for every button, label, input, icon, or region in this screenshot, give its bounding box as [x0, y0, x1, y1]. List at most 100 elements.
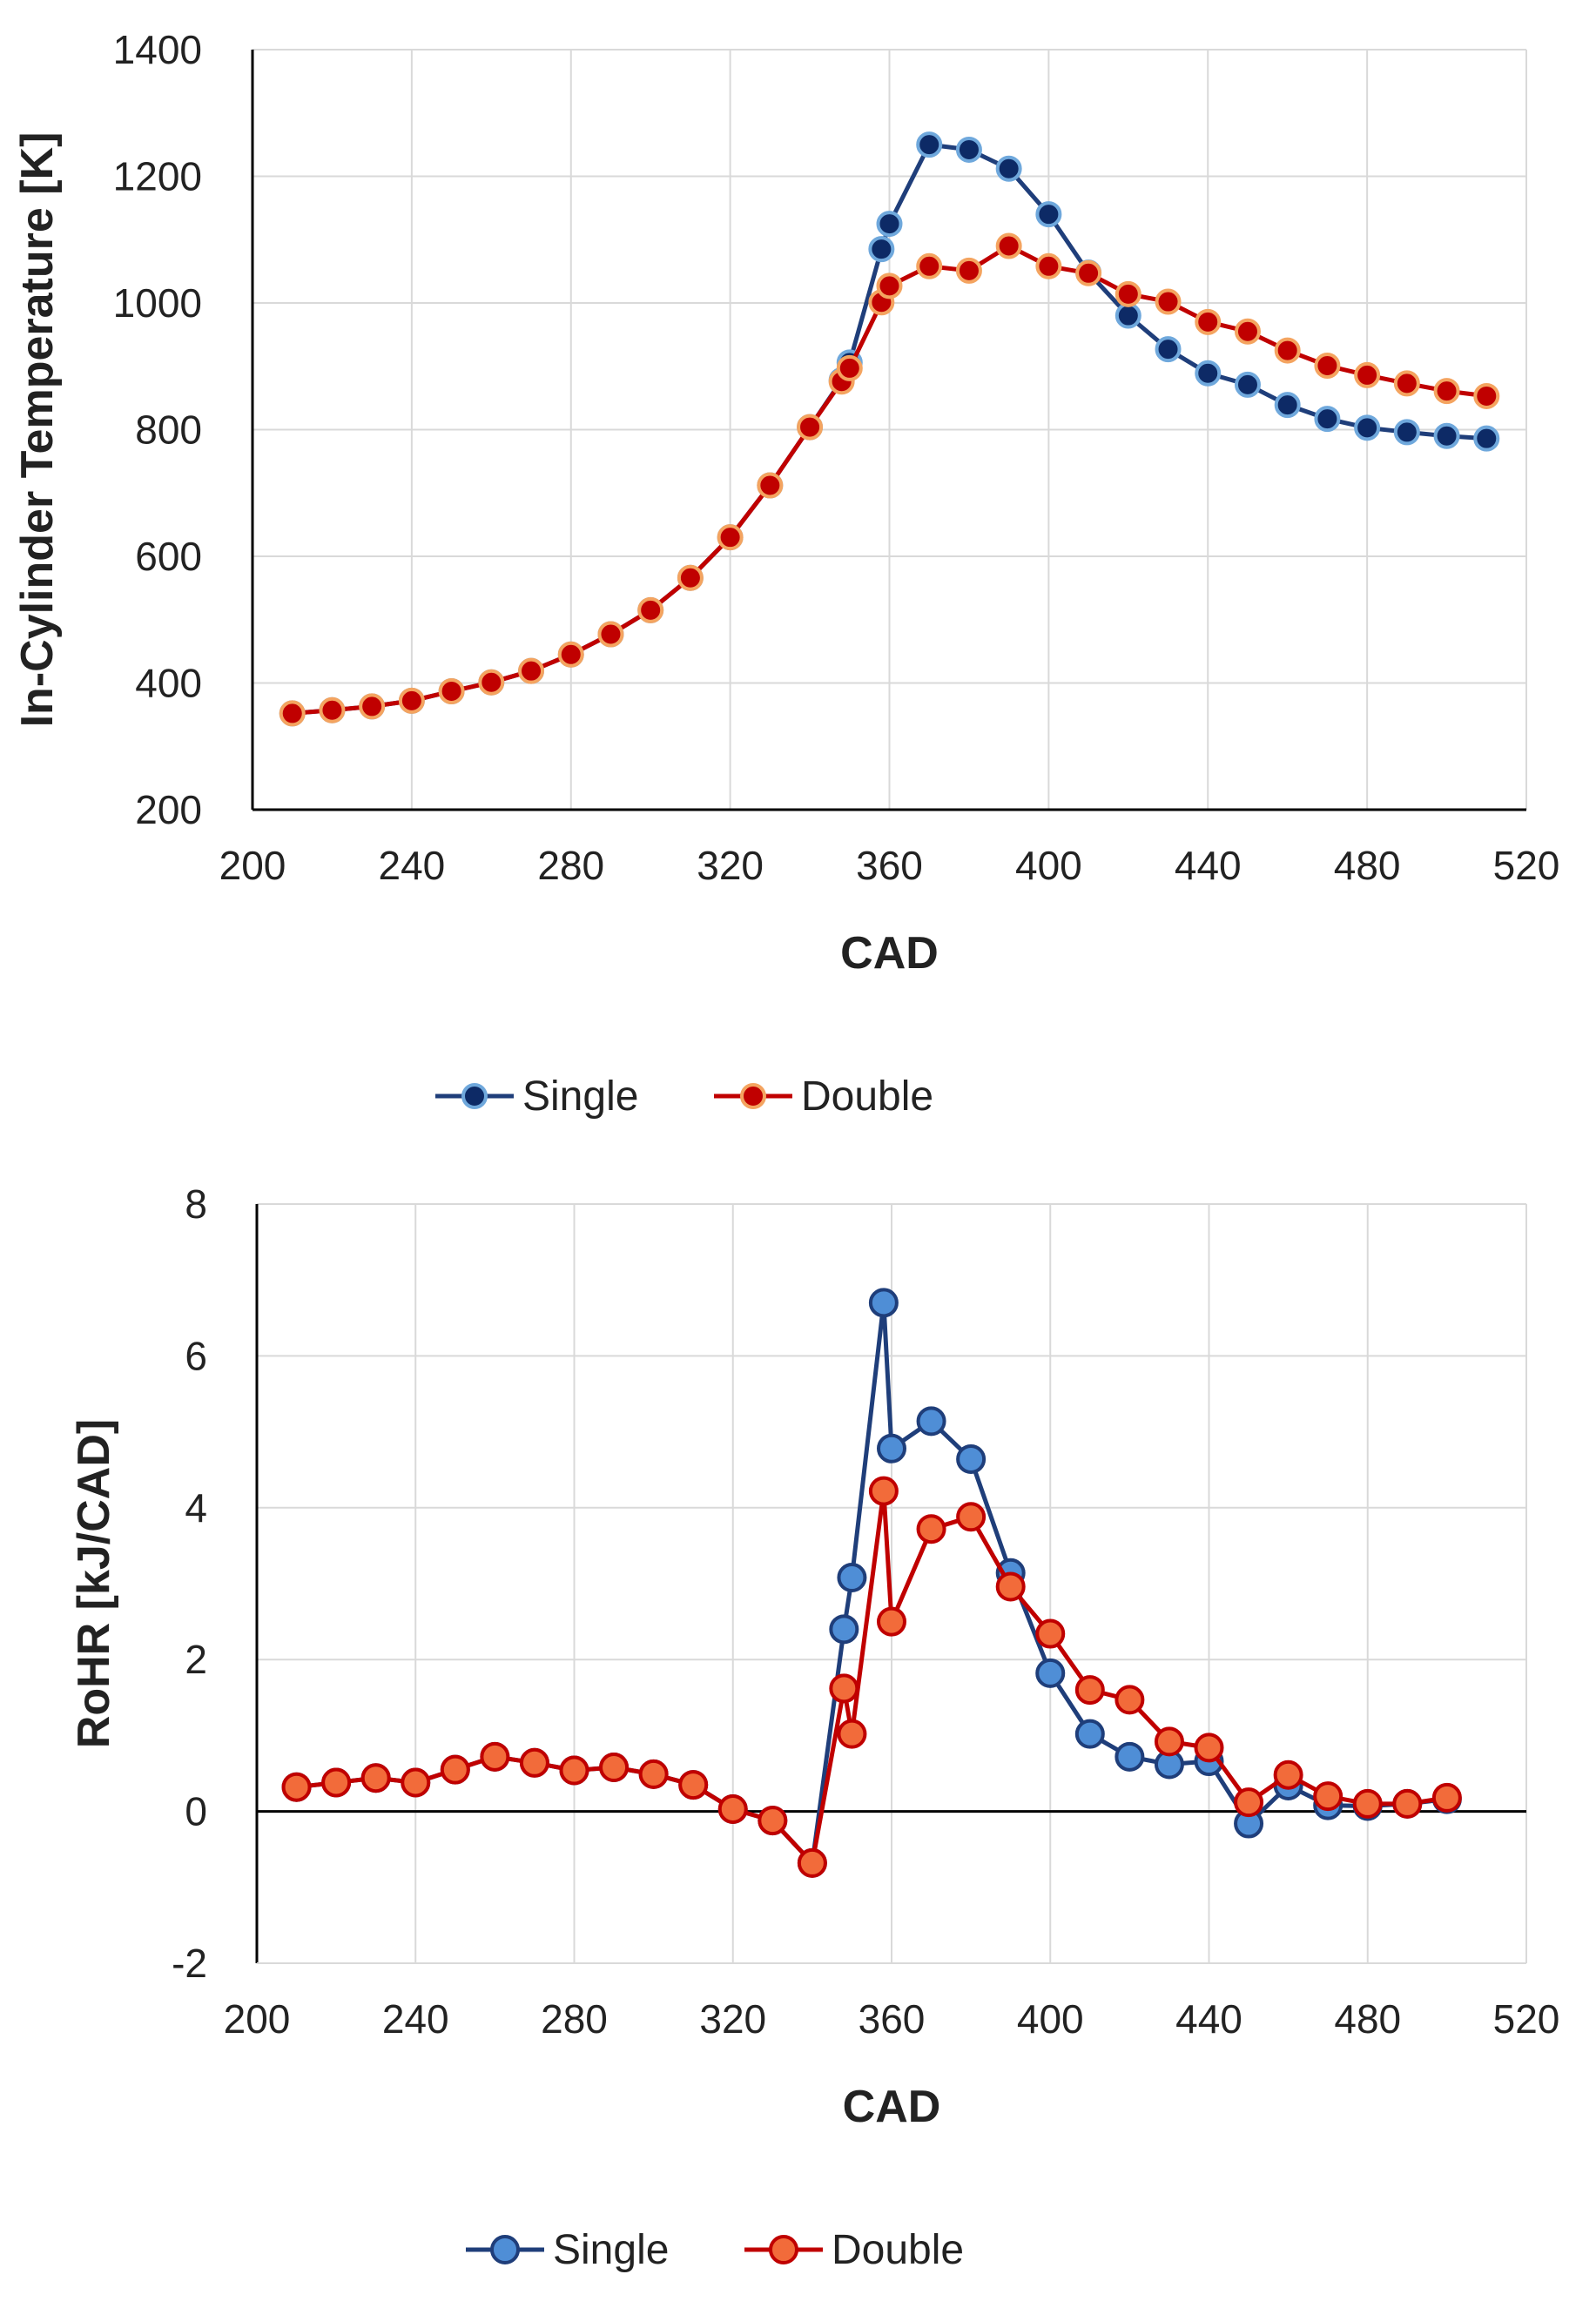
temperature-chart: 200 240 280 320 360 400 440 480 520 200 400 600 800 1…	[12, 27, 1559, 1120]
data-point-single	[1195, 360, 1222, 387]
x-tick-label: 440	[1175, 1996, 1242, 2042]
data-point-double	[797, 1847, 827, 1878]
data-point-double	[717, 524, 744, 551]
data-point-single	[956, 1443, 987, 1474]
y-tick-label: 2	[185, 1637, 207, 1682]
data-point-double	[360, 1763, 391, 1793]
data-point-double	[1075, 259, 1102, 286]
x-tick-label: 360	[859, 1996, 926, 2042]
data-point-single	[995, 155, 1022, 182]
y-tick-label: 600	[135, 534, 202, 579]
data-point-double	[519, 1747, 549, 1778]
data-point-single	[1074, 1719, 1105, 1749]
legend-item-double: Double	[744, 2227, 964, 2273]
data-point-double	[359, 693, 386, 720]
data-point-double	[1115, 280, 1141, 307]
data-point-double	[829, 1673, 859, 1704]
legend-swatch-marker	[740, 1083, 766, 1109]
x-tick-label: 360	[856, 843, 923, 888]
data-point-single	[868, 1288, 899, 1318]
data-point-double	[758, 1806, 788, 1836]
data-point-double	[440, 1754, 470, 1785]
data-point-double	[955, 257, 982, 284]
data-point-single	[876, 211, 903, 238]
data-point-double	[1194, 1733, 1224, 1763]
x-tick-label: 440	[1175, 843, 1242, 888]
data-point-double	[757, 472, 784, 499]
legend: Single Double	[466, 2227, 964, 2273]
data-point-double	[836, 354, 863, 381]
data-point-double	[876, 273, 903, 299]
data-point-double	[797, 414, 824, 441]
y-tick-label: 200	[135, 787, 202, 832]
x-axis-title: CAD	[843, 2082, 941, 2132]
data-point-double	[401, 1767, 431, 1798]
data-point-single	[868, 236, 895, 263]
x-tick-label: 240	[379, 843, 446, 888]
data-point-double	[518, 657, 545, 684]
gridlines	[257, 1203, 1527, 1963]
data-point-double	[837, 1719, 867, 1749]
data-point-double	[1274, 337, 1301, 364]
legend-item-single: Single	[466, 2227, 669, 2273]
data-point-double	[1035, 252, 1062, 279]
data-point-double	[1074, 1675, 1105, 1706]
legend-label: Single	[553, 2227, 669, 2273]
data-point-single	[829, 1614, 859, 1645]
data-point-double	[281, 1772, 312, 1802]
legend: Single Double	[435, 1073, 933, 1120]
legend-swatch-marker	[490, 2235, 520, 2264]
data-point-double	[1115, 1685, 1145, 1715]
data-point-single	[1393, 419, 1420, 446]
series-line-double	[296, 1489, 1448, 1866]
data-point-single	[955, 136, 982, 163]
legend-swatch-marker	[769, 2235, 798, 2264]
x-tick-label: 520	[1493, 1996, 1560, 2042]
y-tick-label: 4	[185, 1485, 207, 1531]
y-tick-label: 1000	[113, 280, 202, 326]
data-point-double	[279, 700, 306, 727]
data-point-double	[868, 1476, 899, 1506]
y-axis-title: RoHR [kJ/CAD]	[69, 1419, 119, 1748]
legend-item-double: Double	[714, 1073, 933, 1120]
data-point-double	[557, 641, 584, 668]
data-point-double	[1431, 1782, 1462, 1813]
y-axis-title: In-Cylinder Temperature [K]	[12, 132, 63, 728]
data-point-double	[1354, 361, 1381, 388]
legend-label: Single	[522, 1073, 638, 1120]
data-point-double	[1035, 1618, 1066, 1649]
data-point-double	[1393, 370, 1420, 397]
y-tick-label: -2	[172, 1941, 207, 1986]
x-tick-label: 400	[1017, 1996, 1084, 2042]
data-point-double	[321, 1767, 352, 1798]
data-point-single	[1314, 406, 1341, 433]
data-point-double	[480, 1741, 510, 1772]
data-point-double	[599, 1753, 630, 1783]
data-point-double	[597, 621, 624, 648]
data-point-double	[1273, 1760, 1303, 1790]
data-point-double	[319, 696, 346, 723]
y-tick-label: 800	[135, 407, 202, 453]
data-point-single	[1115, 302, 1141, 329]
y-tick-label: 8	[185, 1181, 207, 1227]
y-tick-label: 6	[185, 1333, 207, 1378]
legend-label: Double	[801, 1073, 933, 1120]
data-point-double	[916, 1514, 946, 1544]
data-point-single	[1234, 371, 1261, 398]
data-point-double	[995, 232, 1022, 259]
series-double	[279, 232, 1500, 727]
x-tick-label: 200	[219, 843, 286, 888]
data-point-double	[438, 677, 465, 704]
legend-label: Double	[832, 2227, 964, 2273]
gridlines	[253, 49, 1527, 810]
data-point-single	[1354, 414, 1381, 441]
data-point-single	[1473, 425, 1500, 452]
data-point-double	[1392, 1788, 1423, 1819]
y-tick-label: 400	[135, 661, 202, 706]
legend-item-single: Single	[435, 1073, 638, 1120]
data-point-single	[1155, 336, 1182, 363]
data-point-double	[1352, 1788, 1383, 1819]
x-tick-label: 520	[1493, 843, 1560, 888]
data-point-double	[1234, 318, 1261, 345]
data-point-double	[1234, 1787, 1264, 1818]
